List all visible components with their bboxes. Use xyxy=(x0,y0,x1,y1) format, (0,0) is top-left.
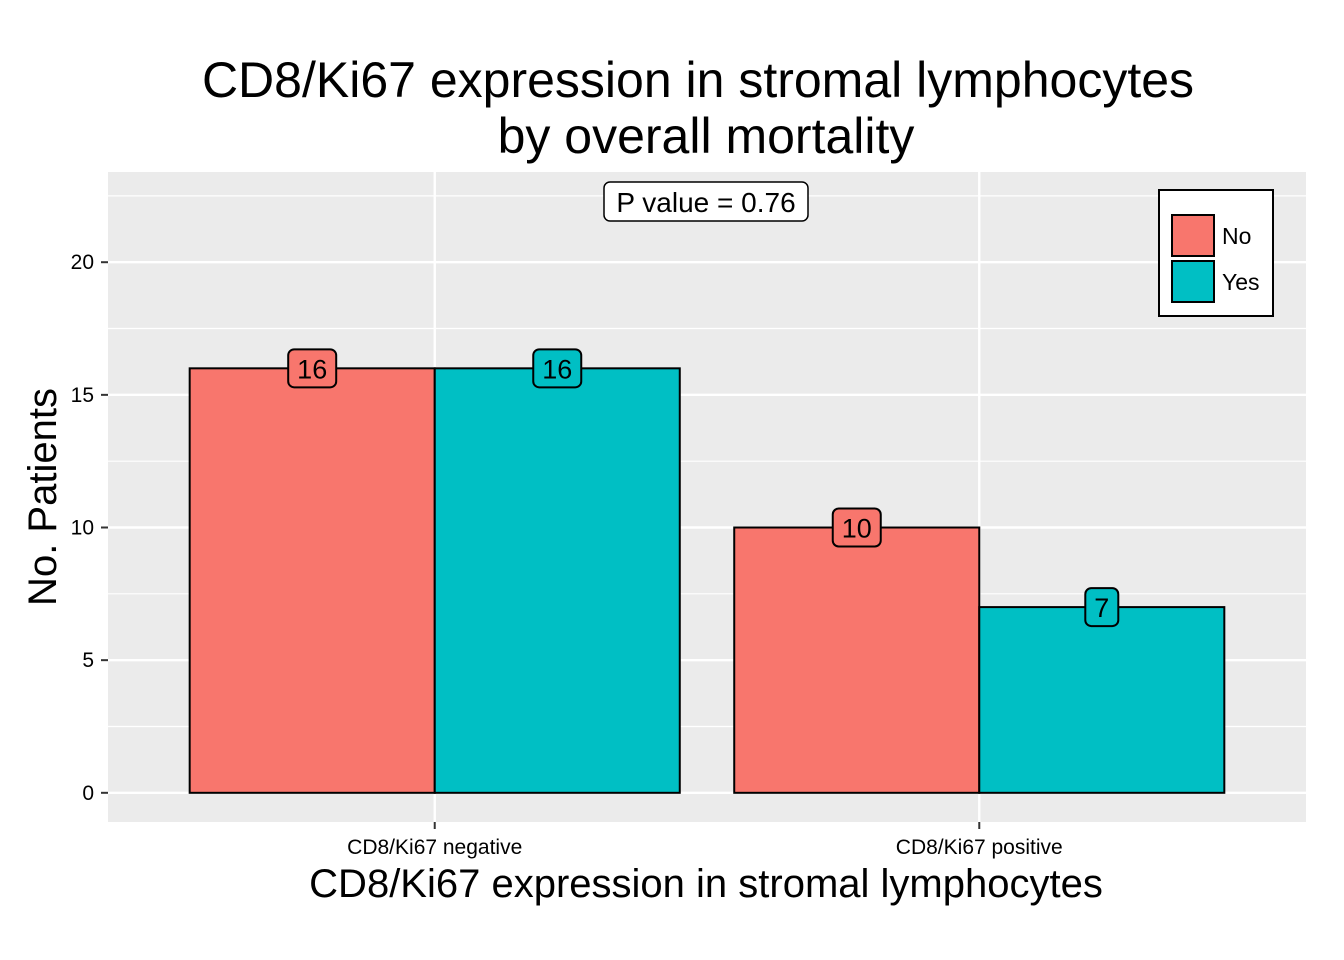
bar-label-box xyxy=(532,348,583,389)
chart-title-line-1: CD8/Ki67 expression in stromal lymphocyt… xyxy=(202,52,1194,108)
y-axis: 0 5 10 15 20 xyxy=(71,251,108,805)
bar-label: 16 xyxy=(542,354,572,384)
x-tick-label: CD8/Ki67 negative xyxy=(347,836,522,859)
legend: No Yes xyxy=(1158,189,1274,317)
x-axis: CD8/Ki67 negative CD8/Ki67 positive xyxy=(347,822,1063,859)
bar-no-2 xyxy=(733,526,981,794)
bar-yes-2 xyxy=(978,606,1226,794)
legend-label-yes: Yes xyxy=(1222,269,1260,295)
bar-label: 10 xyxy=(842,514,872,544)
p-value-annotation: P value = 0.76 xyxy=(603,181,809,222)
y-axis-title: No. Patients xyxy=(21,388,65,606)
p-value-box xyxy=(603,181,809,222)
bar-labels: 16 10 16 7 xyxy=(287,348,1120,628)
bars xyxy=(188,367,1226,794)
y-tick-label: 5 xyxy=(82,649,94,672)
bar-no-1 xyxy=(188,367,436,794)
legend-key-no xyxy=(1171,214,1215,257)
legend-label-no: No xyxy=(1222,223,1251,249)
bar-label-box xyxy=(1084,587,1120,628)
bar-label-box xyxy=(287,348,338,389)
bar-label: 7 xyxy=(1094,593,1109,623)
chart-title: CD8/Ki67 expression in stromal lymphocyt… xyxy=(202,52,1194,164)
bar-label-box xyxy=(831,507,882,548)
p-value-text: P value = 0.76 xyxy=(616,187,795,218)
x-tick-label: CD8/Ki67 positive xyxy=(896,836,1063,859)
bar-yes-1 xyxy=(433,367,681,794)
chart-title-line-2: by overall mortality xyxy=(498,108,915,164)
y-tick-label: 20 xyxy=(71,251,94,274)
bar-label: 16 xyxy=(297,354,327,384)
y-tick-label: 10 xyxy=(71,517,94,540)
y-tick-label: 0 xyxy=(82,782,94,805)
y-tick-label: 15 xyxy=(71,384,94,407)
legend-key-yes xyxy=(1171,260,1215,303)
x-axis-title: CD8/Ki67 expression in stromal lymphocyt… xyxy=(309,862,1103,906)
